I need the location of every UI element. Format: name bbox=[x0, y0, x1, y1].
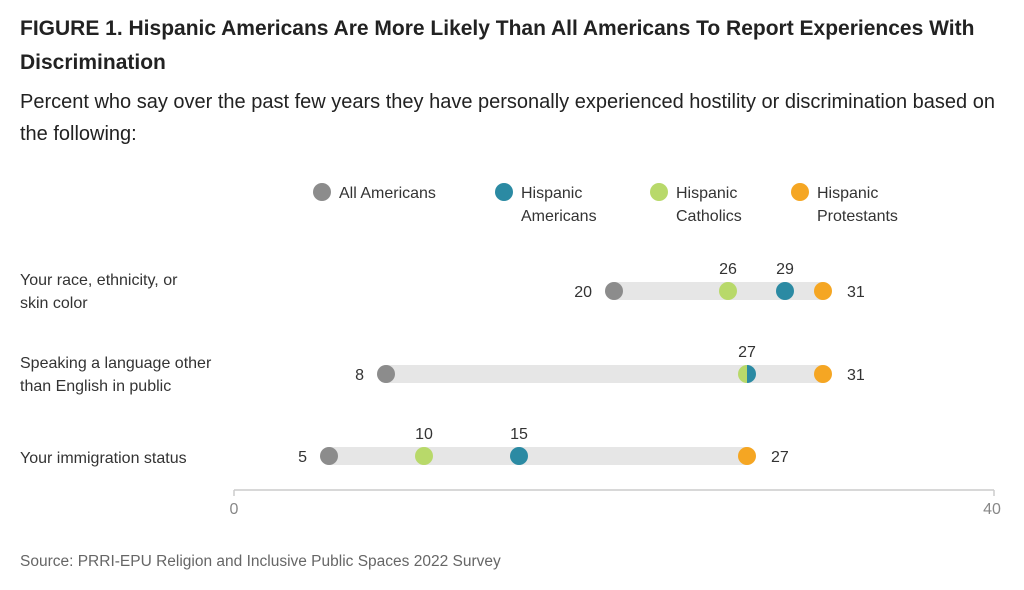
legend-label: Hispanic bbox=[817, 185, 878, 202]
legend-marker bbox=[650, 183, 668, 201]
chart-subtitle: Percent who say over the past few years … bbox=[20, 91, 995, 145]
data-point-catholic bbox=[738, 365, 747, 383]
legend-marker bbox=[495, 183, 513, 201]
data-label: 27 bbox=[771, 449, 789, 466]
x-tick-label: 40 bbox=[983, 501, 1001, 518]
data-point bbox=[415, 447, 433, 465]
data-point bbox=[510, 447, 528, 465]
category-label: than English in public bbox=[20, 378, 171, 395]
range-bar bbox=[614, 282, 823, 300]
legend-marker bbox=[313, 183, 331, 201]
legend-label: All Americans bbox=[339, 185, 436, 202]
data-label: 27 bbox=[738, 344, 756, 361]
data-point-hispanic bbox=[747, 365, 756, 383]
legend-label: Protestants bbox=[817, 208, 898, 225]
legend-marker bbox=[791, 183, 809, 201]
data-point bbox=[814, 365, 832, 383]
data-point bbox=[320, 447, 338, 465]
data-label: 15 bbox=[510, 426, 528, 443]
legend-label: Hispanic bbox=[521, 185, 582, 202]
category-label: Your immigration status bbox=[20, 450, 187, 467]
data-label: 5 bbox=[298, 449, 307, 466]
category-label: skin color bbox=[20, 295, 88, 312]
legend-label: Hispanic bbox=[676, 185, 737, 202]
category-label: Your race, ethnicity, or bbox=[20, 272, 178, 289]
data-label: 29 bbox=[776, 261, 794, 278]
category-label: Speaking a language other bbox=[20, 355, 212, 372]
data-point bbox=[738, 447, 756, 465]
legend-label: Americans bbox=[521, 208, 597, 225]
data-label: 20 bbox=[574, 284, 592, 301]
data-label: 26 bbox=[719, 261, 737, 278]
x-tick-label: 0 bbox=[230, 501, 239, 518]
data-point bbox=[377, 365, 395, 383]
data-label: 8 bbox=[355, 367, 364, 384]
data-point bbox=[814, 282, 832, 300]
source-note: Source: PRRI-EPU Religion and Inclusive … bbox=[20, 553, 501, 570]
data-label: 31 bbox=[847, 284, 865, 301]
data-label: 10 bbox=[415, 426, 433, 443]
data-point bbox=[719, 282, 737, 300]
chart-title: FIGURE 1. Hispanic Americans Are More Li… bbox=[20, 17, 975, 74]
data-point bbox=[776, 282, 794, 300]
data-label: 31 bbox=[847, 367, 865, 384]
data-point bbox=[605, 282, 623, 300]
range-bar bbox=[386, 365, 823, 383]
range-bar bbox=[329, 447, 747, 465]
legend-label: Catholics bbox=[676, 208, 742, 225]
